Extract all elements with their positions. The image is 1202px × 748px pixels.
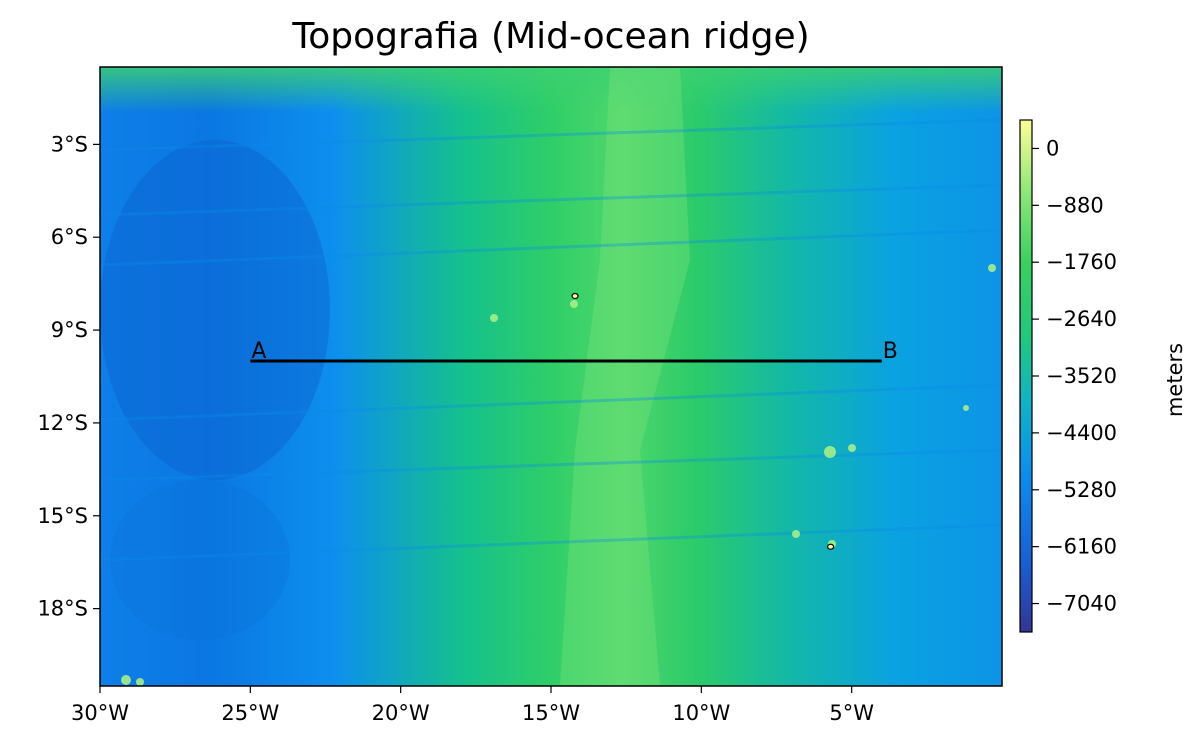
x-tick-label: 25°W (221, 701, 279, 725)
colorbar-tick-label: 0 (1046, 136, 1059, 160)
colorbar-gradient (1019, 119, 1033, 633)
contour-marks (571, 292, 835, 550)
colorbar-label: meters (1163, 343, 1187, 417)
colorbar-tick-label: −6160 (1046, 535, 1117, 559)
topography-raster (100, 67, 1002, 686)
x-tick-label: 15°W (522, 701, 580, 725)
colorbar-tick-label: −5280 (1046, 478, 1117, 502)
colorbar-tick-label: −880 (1046, 193, 1104, 217)
profile-end-label: B (883, 339, 898, 364)
profile-start-label: A (251, 339, 266, 364)
colorbar-tick-label: −4400 (1046, 421, 1117, 445)
colorbar-tick-label: −3520 (1046, 364, 1117, 388)
x-tick-label: 5°W (829, 701, 874, 725)
colorbar-tick-label: −2640 (1046, 307, 1117, 331)
x-tick-label: 10°W (672, 701, 730, 725)
contour-ring (571, 292, 579, 300)
x-tick-label: 30°W (71, 701, 129, 725)
contour-ring (827, 543, 835, 550)
colorbar-tick-label: −1760 (1046, 250, 1117, 274)
y-axis: 3°S 6°S 9°S 12°S 15°S 18°S (37, 132, 100, 621)
y-tick-label: 3°S (51, 132, 88, 156)
y-tick-label: 12°S (37, 411, 88, 435)
y-tick-label: 18°S (37, 597, 88, 621)
x-tick-label: 20°W (372, 701, 430, 725)
chart-title: Topografia (Mid-ocean ridge) (292, 16, 810, 57)
x-axis: 30°W 25°W 20°W 15°W 10°W 5°W (71, 686, 874, 725)
colorbar-tick-label: −7040 (1046, 592, 1117, 616)
colorbar-ticks: 0 −880 −1760 −2640 −3520 −4400 −5280 −6160 −7040 (1032, 136, 1117, 616)
y-tick-label: 15°S (37, 504, 88, 528)
colorbar: 0 −880 −1760 −2640 −3520 −4400 −5280 −6160 −7040… (1019, 119, 1187, 633)
y-tick-label: 9°S (51, 318, 88, 342)
y-tick-label: 6°S (51, 225, 88, 249)
